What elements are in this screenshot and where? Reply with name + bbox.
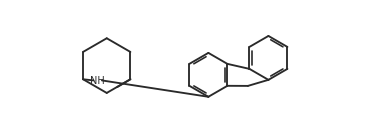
- Text: NH: NH: [90, 76, 105, 86]
